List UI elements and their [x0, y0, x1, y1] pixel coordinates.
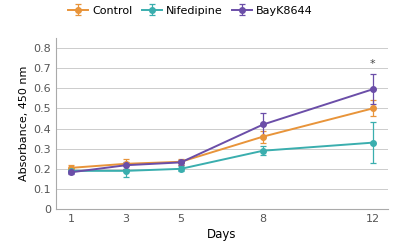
X-axis label: Days: Days: [207, 228, 237, 241]
Legend: Control, Nifedipine, BayK8644: Control, Nifedipine, BayK8644: [68, 6, 313, 16]
Y-axis label: Absorbance, 450 nm: Absorbance, 450 nm: [19, 66, 29, 181]
Text: *: *: [370, 59, 376, 69]
